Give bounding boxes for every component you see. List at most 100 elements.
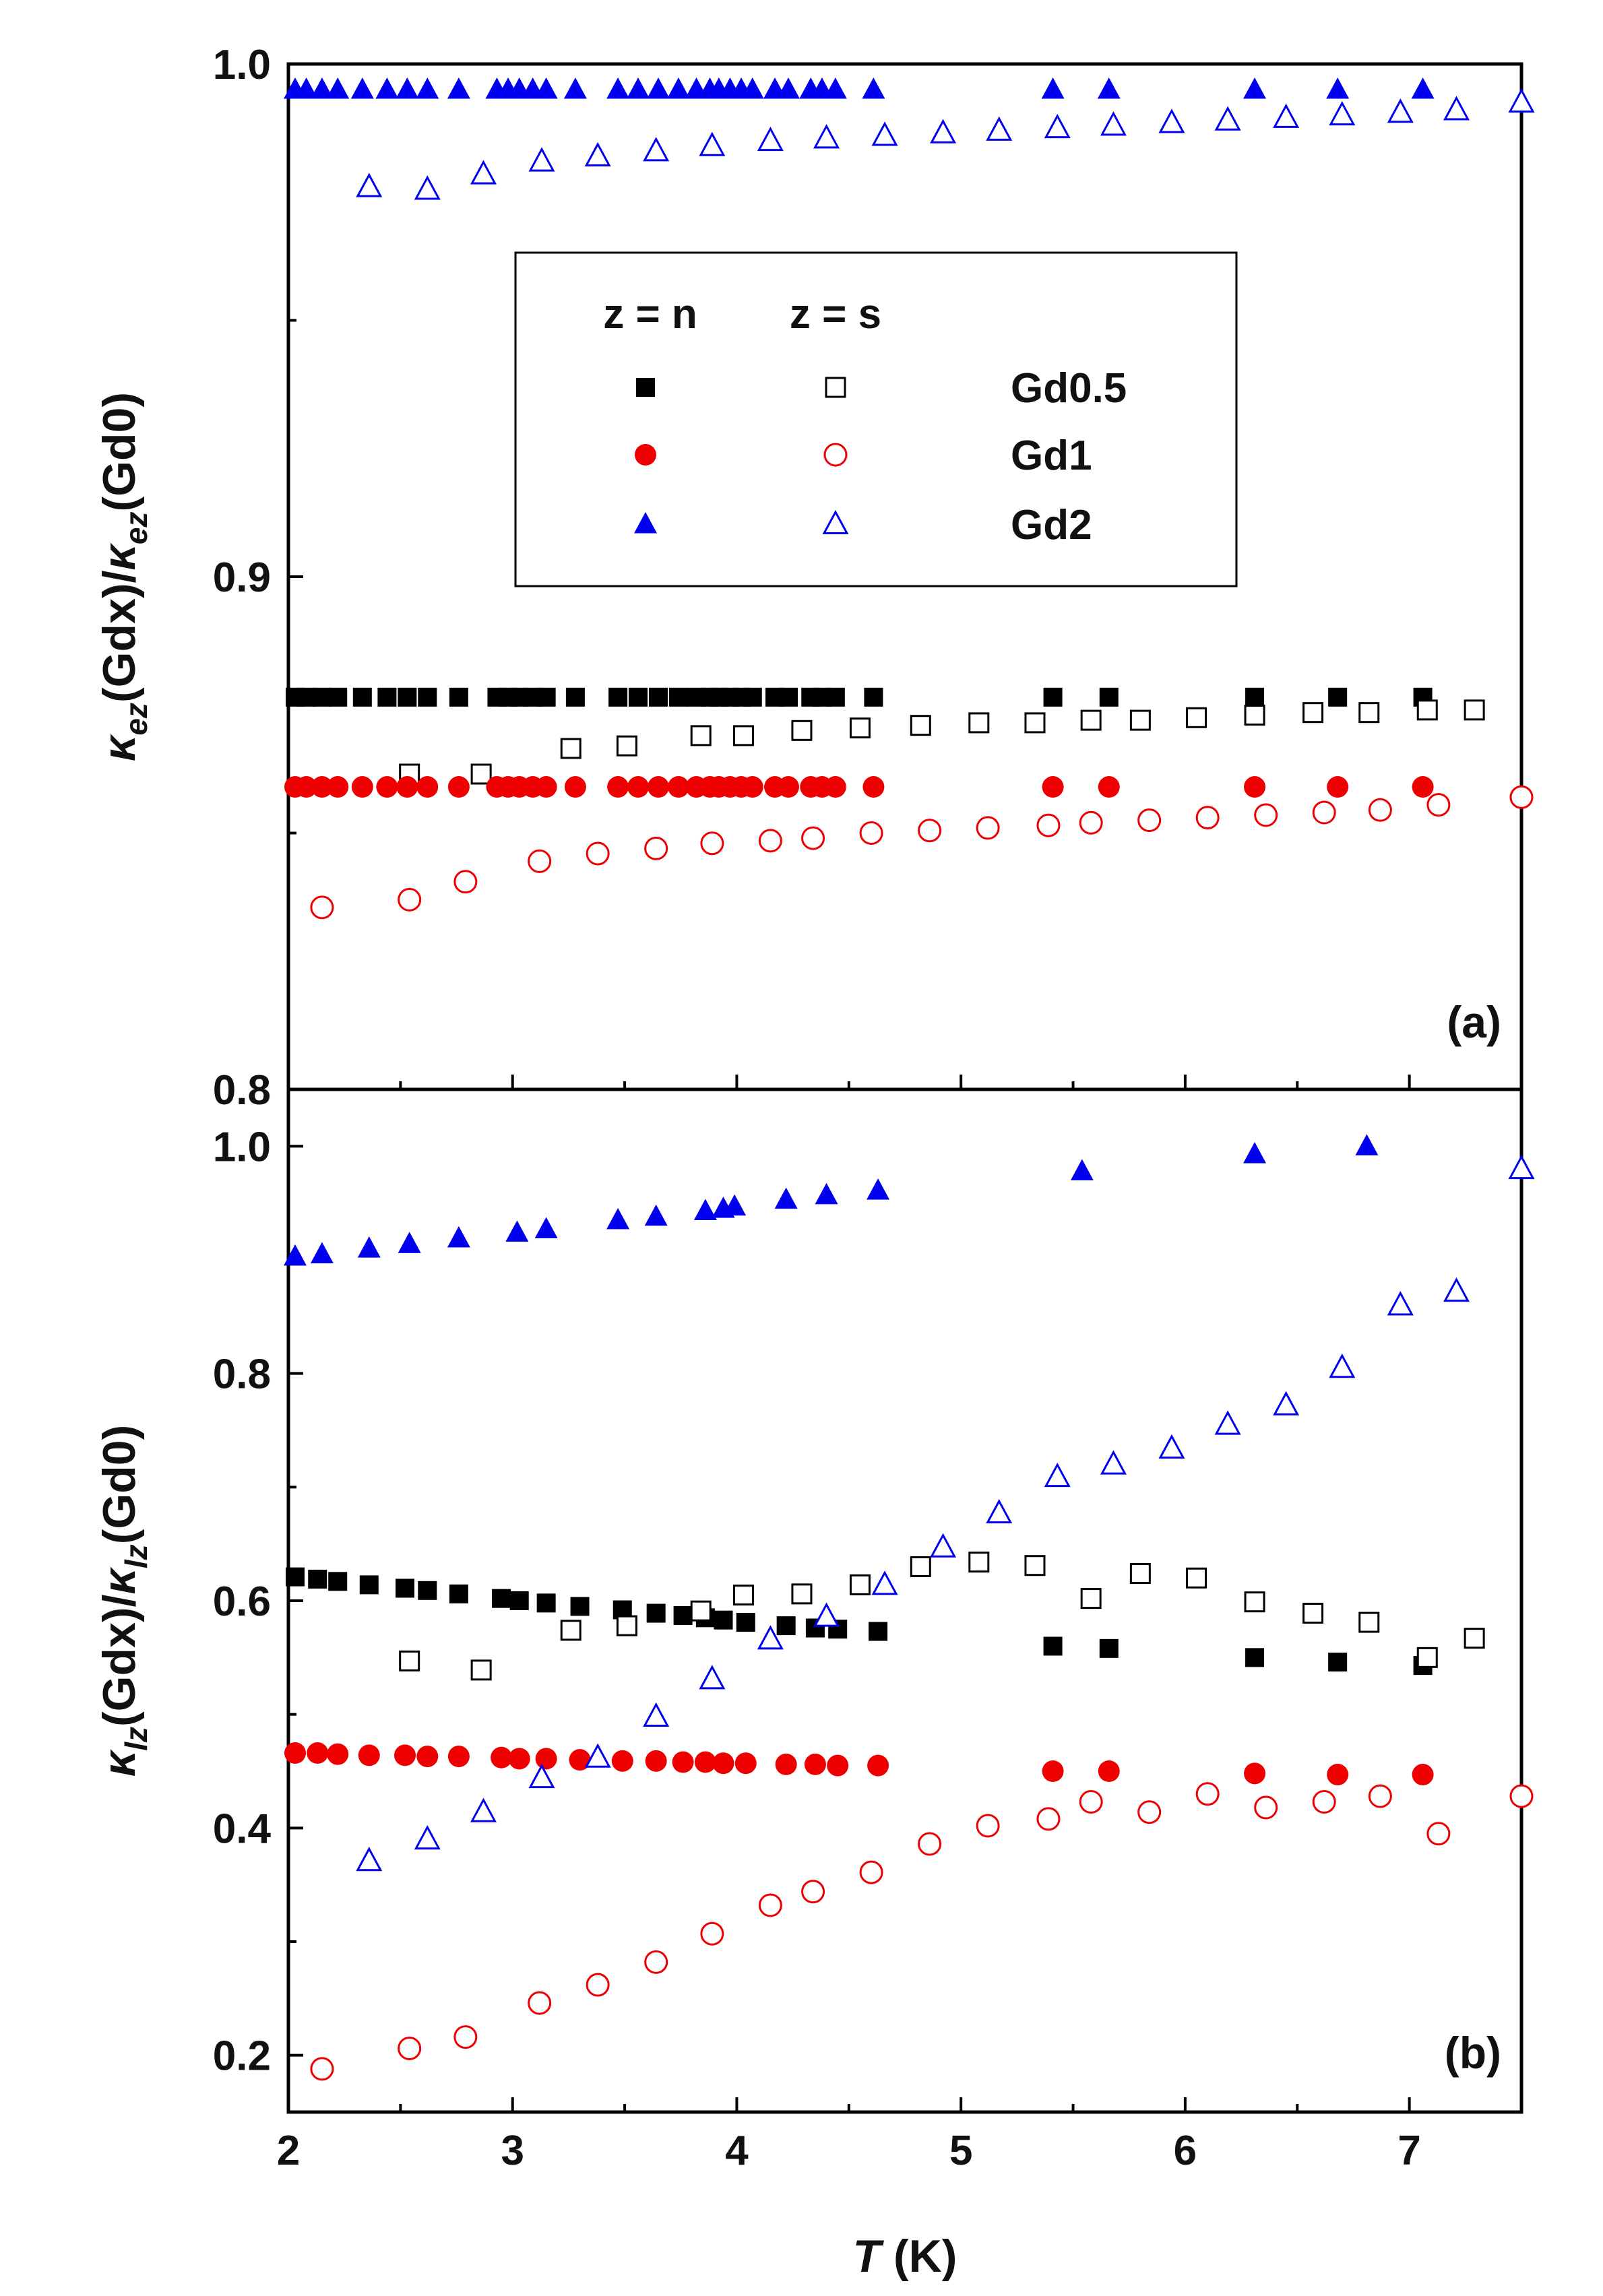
point-gd1-z-n xyxy=(627,776,650,798)
point-gd0.5-z-n xyxy=(449,687,468,707)
legend-marker-gd0.5-z-s xyxy=(825,377,846,398)
point-gd1-z-n xyxy=(491,1746,513,1768)
legend-label-gd2: Gd2 xyxy=(1011,502,1092,548)
point-gd1-z-s xyxy=(528,849,552,873)
point-gd2-z-s xyxy=(1508,1154,1535,1180)
point-gd0.5-z-s xyxy=(1024,712,1046,734)
point-gd1-z-n xyxy=(804,1753,826,1775)
point-gd0.5-z-n xyxy=(377,687,397,707)
panel-a-ticks: 0.8 0.9 1.0 xyxy=(213,42,1523,1114)
point-gd1-z-n xyxy=(1098,776,1120,798)
point-gd0.5-z-n xyxy=(308,1569,327,1589)
point-gd0.5-z-s xyxy=(910,1556,931,1577)
point-gd0.5-z-s xyxy=(1302,702,1324,724)
point-gd1-z-s xyxy=(586,1973,610,1997)
point-gd1-z-s xyxy=(528,1991,552,2015)
point-gd1-z-n xyxy=(1042,1760,1064,1782)
point-gd0.5-z-n xyxy=(1245,687,1265,707)
panel-a-label: (a) xyxy=(1447,997,1501,1047)
point-gd2-z-s xyxy=(986,116,1013,141)
point-gd2-z-s xyxy=(813,1602,840,1627)
point-gd2-z-s xyxy=(1100,111,1127,136)
point-gd1-z-s xyxy=(1079,1790,1103,1814)
point-gd2-z-n xyxy=(357,1236,381,1258)
point-gd1-z-s xyxy=(1079,810,1103,835)
legend-header-z-s: z = s xyxy=(790,291,881,338)
point-gd0.5-z-s xyxy=(732,725,754,746)
point-gd2-z-s xyxy=(528,1763,555,1789)
point-gd1-z-n xyxy=(447,776,470,798)
point-gd0.5-z-n xyxy=(673,1605,693,1625)
point-gd1-z-n xyxy=(672,1751,694,1773)
point-gd0.5-z-s xyxy=(560,738,582,759)
point-gd2-z-s xyxy=(584,141,611,166)
point-gd1-z-n xyxy=(1042,776,1064,798)
point-gd2-z-s xyxy=(1273,103,1300,128)
y-tick-label-b: 0.4 xyxy=(213,1806,272,1852)
point-gd2-z-n xyxy=(416,77,439,99)
point-gd0.5-z-s xyxy=(791,720,813,741)
point-gd2-z-n xyxy=(776,77,800,99)
point-gd2-z-s xyxy=(813,124,840,149)
panel-b: 2 3 4 5 6 7 0.2 0.4 0.6 0.8 1.0 (b) κlz(Gdx)/κlz(G… xyxy=(94,1087,1535,2174)
point-gd2-z-s xyxy=(1443,1277,1470,1302)
point-gd0.5-z-n xyxy=(629,687,648,707)
point-gd2-z-n xyxy=(350,77,374,99)
point-gd1-z-s xyxy=(310,895,334,920)
point-gd2-z-s xyxy=(1100,1450,1127,1475)
point-gd0.5-z-n xyxy=(668,687,688,707)
point-gd0.5-z-n xyxy=(285,1567,305,1587)
point-gd2-z-s xyxy=(1387,1291,1414,1316)
point-gd0.5-z-n xyxy=(536,687,556,707)
point-gd2-z-n xyxy=(815,1182,838,1205)
point-gd2-z-n xyxy=(447,77,470,99)
point-gd2-z-n xyxy=(294,77,318,99)
point-gd2-z-n xyxy=(741,77,764,99)
point-gd2-z-s xyxy=(528,147,555,172)
point-gd0.5-z-s xyxy=(1024,1555,1046,1576)
legend-marker-gd1-z-s xyxy=(823,443,848,467)
panel-b-data-marks xyxy=(283,1134,1535,2081)
point-gd0.5-z-s xyxy=(1358,1612,1380,1633)
point-gd0.5-z-n xyxy=(825,687,845,707)
point-gd1-z-s xyxy=(1509,1784,1534,1808)
point-gd1-z-s xyxy=(1312,800,1336,825)
point-gd2-z-n xyxy=(693,1199,717,1220)
point-gd2-z-s xyxy=(1158,1434,1185,1459)
point-gd2-z-s xyxy=(1273,1391,1300,1415)
point-gd0.5-z-n xyxy=(714,1610,733,1630)
point-gd0.5-z-s xyxy=(1416,1647,1438,1668)
point-gd1-z-s xyxy=(1254,803,1278,827)
y-tick-label-b: 0.8 xyxy=(213,1351,271,1398)
legend-marker-gd2-z-n xyxy=(634,512,657,534)
x-tick-label: 7 xyxy=(1397,2128,1420,2174)
point-gd0.5-z-n xyxy=(776,1616,796,1636)
point-gd1-z-s xyxy=(1368,798,1392,822)
point-gd0.5-z-n xyxy=(743,687,762,707)
point-gd0.5-z-n xyxy=(328,687,348,707)
point-gd1-z-n xyxy=(311,776,333,798)
point-gd2-z-s xyxy=(1329,100,1356,126)
point-gd2-z-s xyxy=(356,172,383,197)
point-gd2-z-n xyxy=(774,1187,798,1209)
x-axis-title: T (K) xyxy=(853,2231,957,2282)
x-tick-label: 6 xyxy=(1174,2128,1197,2174)
point-gd1-z-s xyxy=(398,887,422,912)
point-gd0.5-z-n xyxy=(328,1572,348,1591)
point-gd0.5-z-s xyxy=(690,1600,712,1622)
y-tick-label-a: 1.0 xyxy=(213,42,271,88)
point-gd2-z-n xyxy=(283,1244,307,1266)
point-gd2-z-s xyxy=(930,119,957,144)
point-gd2-z-s xyxy=(757,1625,784,1650)
point-gd2-z-n xyxy=(447,1225,470,1248)
point-gd0.5-z-s xyxy=(470,763,492,785)
point-gd1-z-n xyxy=(416,1746,439,1768)
panel-a: 0.80.91.0 (a) z = n z = s Gd0.5 Gd1 Gd2 … xyxy=(94,42,1535,1114)
point-gd0.5-z-n xyxy=(565,687,585,707)
panel-b-ticks: 2 3 4 5 6 7 0.2 0.4 0.6 0.8 1.0 xyxy=(213,1124,1523,2174)
point-gd1-z-s xyxy=(453,870,478,894)
point-gd0.5-z-s xyxy=(560,1620,582,1641)
point-gd2-z-n xyxy=(647,77,670,99)
point-gd0.5-z-s xyxy=(1129,709,1151,731)
point-gd1-z-n xyxy=(569,1749,591,1771)
